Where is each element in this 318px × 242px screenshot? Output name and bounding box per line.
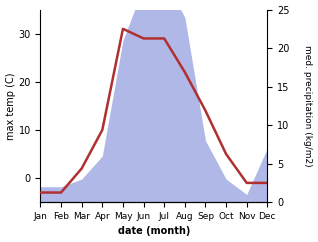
X-axis label: date (month): date (month) (118, 227, 190, 236)
Y-axis label: med. precipitation (kg/m2): med. precipitation (kg/m2) (303, 45, 313, 167)
Y-axis label: max temp (C): max temp (C) (5, 72, 16, 140)
